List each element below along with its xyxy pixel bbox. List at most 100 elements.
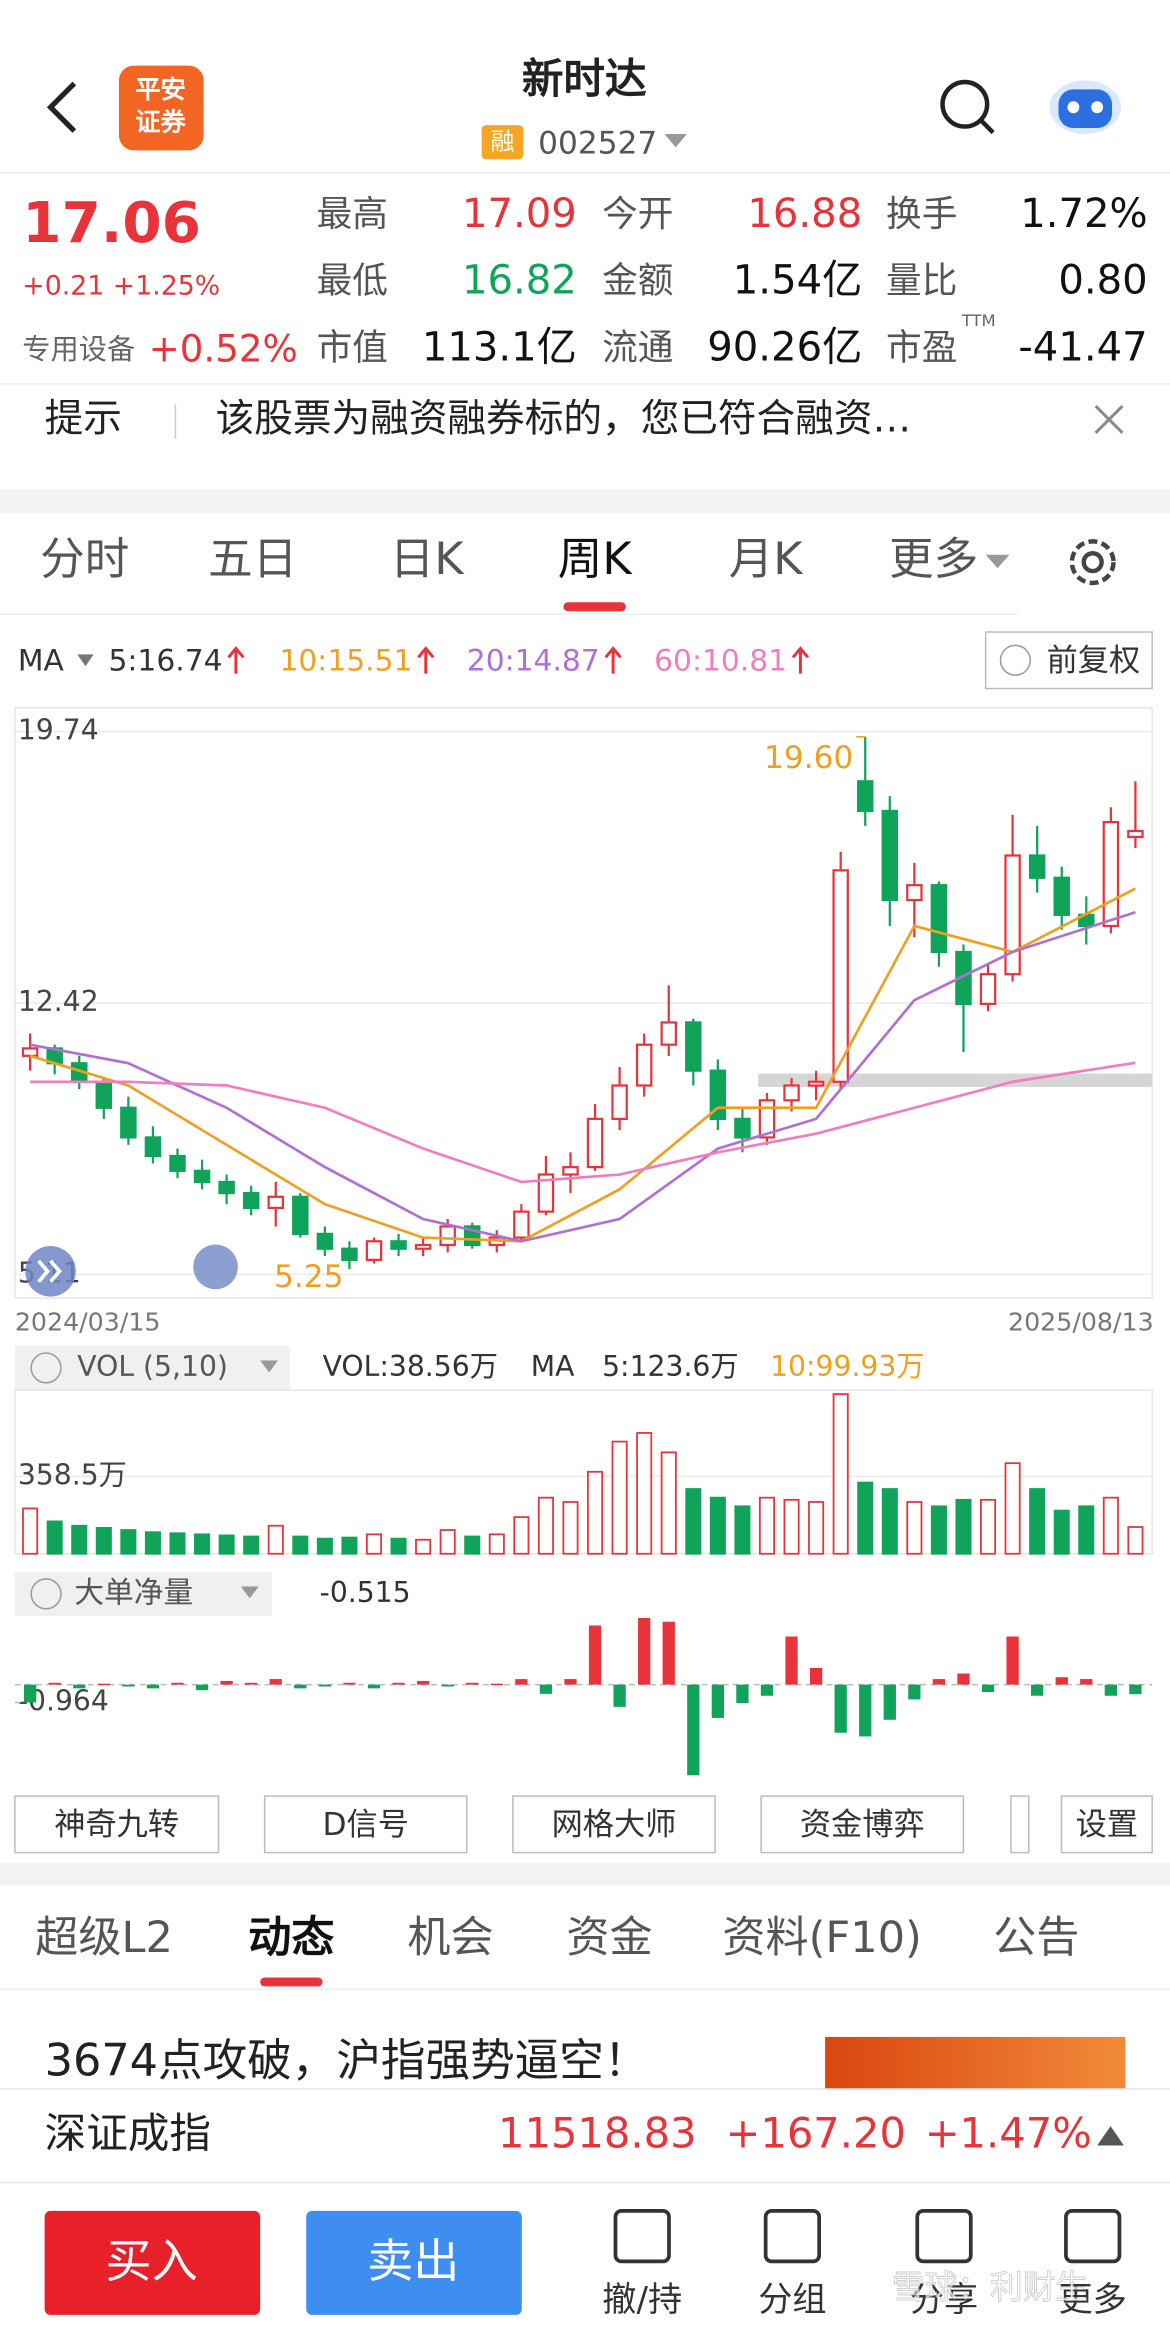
field-label: 流通: [602, 328, 673, 369]
tool-button[interactable]: [263, 1795, 468, 1854]
big-order-bar: [638, 1618, 651, 1685]
search-icon[interactable]: [940, 79, 990, 129]
vol-legend: VOL (5,10): [77, 1350, 228, 1383]
section-tab[interactable]: 公告: [993, 1913, 1079, 1963]
index-name: 深证成指: [45, 2109, 211, 2158]
vol-value: VOL:38.56万: [323, 1350, 498, 1383]
chart-tab[interactable]: 五日: [208, 533, 297, 585]
price: 17.06: [22, 191, 201, 256]
vol-bar: [292, 1535, 309, 1555]
candle-body: [562, 1165, 579, 1176]
news-headline[interactable]: 3674点攻破，沪指强势逼空！: [45, 2035, 649, 2087]
ma-line: [29, 910, 1136, 1243]
tool-button[interactable]: [1060, 1795, 1153, 1854]
candle-body: [267, 1195, 284, 1210]
tool-button[interactable]: [760, 1795, 965, 1854]
section-tab[interactable]: 超级L2: [35, 1913, 173, 1963]
chart-tab[interactable]: 日K: [390, 533, 466, 585]
big-order-bar: [859, 1684, 872, 1737]
action-icon[interactable]: [915, 2209, 973, 2264]
chart-tab[interactable]: 月K: [729, 533, 805, 585]
candle-body: [144, 1136, 162, 1158]
big-order-bar: [466, 1682, 479, 1685]
chart-tab[interactable]: 更多: [889, 533, 978, 585]
logo: [118, 65, 204, 151]
expand-arrow[interactable]: [1097, 2126, 1124, 2146]
tab-underline: [260, 1977, 323, 1987]
big-order-bar: [269, 1679, 282, 1685]
ma-item: 20:14.87: [467, 643, 600, 678]
candle-body: [685, 1021, 702, 1072]
vol-bar: [488, 1533, 505, 1555]
buy-button[interactable]: [44, 2210, 261, 2315]
vol-bar: [316, 1537, 333, 1555]
vol-bar: [1102, 1496, 1119, 1555]
notice-label: 提示: [45, 396, 122, 441]
candle-body: [365, 1240, 383, 1261]
bo-legend: 大单净量: [74, 1575, 193, 1610]
candle-body: [316, 1232, 334, 1250]
candle-body: [1028, 854, 1046, 879]
vol-frame: [14, 1389, 1153, 1555]
candle-body: [390, 1240, 407, 1250]
big-order-bar: [23, 1684, 37, 1703]
section-tab[interactable]: 资料(F10): [722, 1913, 922, 1963]
bo-legend-box[interactable]: [14, 1571, 273, 1617]
vol-bar: [562, 1501, 579, 1555]
candle-body: [439, 1225, 456, 1247]
ma-line: [29, 887, 1137, 1243]
vol-bar: [169, 1532, 186, 1555]
sell-label: 卖出: [367, 2234, 459, 2288]
section-tab[interactable]: 机会: [407, 1913, 493, 1963]
vol-bar: [734, 1505, 751, 1555]
big-order-bar: [834, 1684, 847, 1733]
settings-icon[interactable]: [1069, 539, 1116, 586]
section-tab[interactable]: 动态: [248, 1913, 334, 1963]
big-order-chart: -0.964: [14, 1618, 1153, 1776]
candle-body: [537, 1173, 555, 1213]
badge-text: 融: [491, 127, 515, 155]
tool-button[interactable]: [512, 1795, 716, 1854]
candle-body: [856, 780, 874, 813]
close-notice[interactable]: [1094, 405, 1124, 434]
ma-legend: MA 5:16.74 10:15.51 20:14.87 60:10.81: [18, 643, 810, 678]
field-label: 量比: [886, 261, 957, 302]
adjust-button[interactable]: [984, 631, 1153, 690]
robot-icon[interactable]: [1049, 80, 1121, 135]
action-icon[interactable]: [613, 2209, 671, 2264]
vol-bar: [415, 1538, 432, 1555]
expand-button[interactable]: [25, 1246, 76, 1297]
back-button[interactable]: [46, 81, 77, 133]
big-order-bar: [97, 1683, 110, 1686]
tool-button-partial: [1010, 1795, 1030, 1854]
tool-button[interactable]: [14, 1795, 220, 1854]
ma-line: [30, 1061, 1136, 1184]
candle-body: [193, 1169, 211, 1184]
field-value: 16.88: [747, 191, 862, 237]
big-order-bar: [171, 1682, 184, 1685]
volume-chart: 358.5万: [14, 1389, 1153, 1555]
action-icon[interactable]: [1064, 2209, 1122, 2264]
high-label: 19.60: [764, 740, 853, 776]
price-change: +0.21 +1.25%: [22, 271, 220, 302]
field-label: 换手: [886, 194, 957, 235]
notice-text: 该股票为融资融券标的，您已符合融资…: [216, 396, 912, 441]
vol-bar: [709, 1496, 726, 1555]
chart-tab[interactable]: 分时: [40, 533, 129, 585]
vol-bar: [906, 1501, 923, 1555]
vol-bar: [611, 1440, 628, 1555]
marker-button[interactable]: [193, 1244, 238, 1290]
action-icon[interactable]: [763, 2209, 822, 2264]
sell-button[interactable]: [306, 2210, 522, 2315]
candle-body: [611, 1084, 628, 1120]
big-order-bar: [416, 1680, 430, 1685]
section-tabs: 超级L2 动态 机会 资金 资料(F10) 公告: [35, 1913, 1079, 1987]
candle-body: [414, 1243, 432, 1250]
big-order-bar: [908, 1684, 921, 1700]
tool-label: 设置: [1076, 1807, 1138, 1843]
field-value: 113.1亿: [422, 325, 577, 371]
ma-label: MA: [18, 643, 65, 678]
section-tab[interactable]: 资金: [566, 1913, 652, 1963]
chart-tab[interactable]: 周K: [558, 533, 634, 585]
